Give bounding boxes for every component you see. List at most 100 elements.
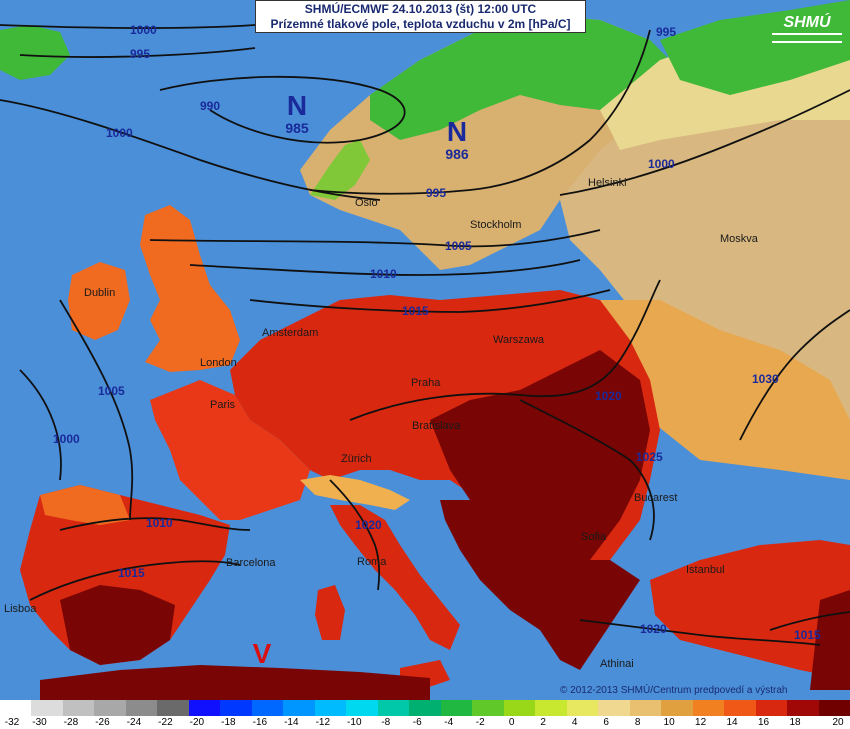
- city-label: Stockholm: [470, 219, 522, 231]
- temperature-legend: -32 -30 -28 -26 -24 -22 -20 -18 -16 -14 -12 -10 -8 -6…: [0, 700, 850, 729]
- isobar-label: 1020: [355, 518, 382, 532]
- logo-text: SHMÚ: [783, 14, 831, 31]
- legend-swatch: [598, 700, 631, 716]
- legend-swatch: [661, 700, 694, 716]
- land-iberia-south: [60, 585, 175, 665]
- legend-swatch: [409, 700, 442, 716]
- city-label: Athinai: [600, 658, 634, 670]
- legend-label: 12: [695, 717, 707, 728]
- legend-swatch: [220, 700, 253, 716]
- isobar-label: 1020: [640, 622, 667, 636]
- city-label: Sofia: [581, 531, 607, 543]
- legend-label: 14: [726, 717, 738, 728]
- land-france: [150, 380, 310, 520]
- land-britain: [140, 205, 240, 372]
- isobar-label: 990: [200, 99, 221, 113]
- pressure-center-value: 986: [445, 146, 469, 162]
- legend-label: 10: [663, 717, 675, 728]
- legend-label: 16: [757, 717, 770, 728]
- legend-swatch: [818, 700, 850, 716]
- isobar-label: 1000: [130, 23, 157, 37]
- isobar-label: 1030: [752, 372, 779, 386]
- legend-label: -24: [126, 717, 142, 728]
- isobar-1010-iberia: [59, 517, 251, 531]
- map-title-box: SHMÚ/ECMWF 24.10.2013 (št) 12:00 UTC Prí…: [255, 0, 586, 33]
- city-label: Helsinki: [588, 177, 627, 189]
- legend-label: -18: [221, 717, 236, 728]
- isobar-label: 1010: [370, 267, 397, 281]
- legend-swatch: [566, 700, 600, 716]
- legend-swatch: [346, 700, 379, 716]
- land-norway-coast: [310, 140, 370, 200]
- legend-swatch: [724, 700, 757, 716]
- land-turkey: [650, 540, 850, 680]
- isobar-995-mid: [309, 29, 651, 195]
- legend-swatch: [377, 700, 411, 716]
- city-label: Barcelona: [226, 557, 276, 569]
- legend-swatch: [94, 700, 127, 716]
- legend-label: -6: [412, 717, 422, 728]
- isobar-1015-east: [769, 611, 850, 631]
- high-pressure-center: V: [242, 640, 282, 668]
- legend-label: -28: [63, 717, 79, 728]
- legend-swatch: [503, 700, 537, 716]
- city-label: Amsterdam: [262, 327, 319, 339]
- isobar-label: 1000: [648, 157, 675, 171]
- isobars: [0, 24, 850, 646]
- isobar-label: 1020: [595, 389, 622, 403]
- city-label: Lisboa: [4, 603, 37, 615]
- isobar-label: 1005: [445, 239, 472, 253]
- legend-swatch: [157, 700, 190, 716]
- legend-label: 18: [789, 717, 801, 728]
- pressure-center-type: V: [252, 638, 272, 669]
- land-turkey-hot: [810, 590, 850, 690]
- pressure-center-value: 985: [285, 120, 309, 136]
- legend-label: -2: [475, 717, 485, 728]
- pressure-center-type: N: [286, 90, 308, 121]
- city-label: Istanbul: [686, 564, 725, 576]
- isobar-1000-far-west: [19, 369, 62, 481]
- city-label: Bratislava: [412, 420, 461, 432]
- isobar-label: 1000: [106, 126, 133, 140]
- legend-swatch: [692, 700, 726, 716]
- isobar-1005: [149, 229, 601, 248]
- city-label: Oslo: [355, 197, 378, 209]
- legend-swatch: [125, 700, 159, 716]
- land-italy: [330, 505, 460, 650]
- legend-label: -22: [158, 717, 173, 728]
- land-russia-green: [660, 0, 850, 95]
- low-pressure-center: N 985: [277, 90, 317, 137]
- low-pressure-center: N 986: [437, 118, 477, 163]
- map-title-line2: Prízemné tlakové pole, teplota vzduchu v…: [270, 17, 571, 31]
- legend-label: -14: [284, 717, 299, 728]
- isobar-995-north: [19, 47, 256, 58]
- isobar-label: 995: [426, 186, 447, 200]
- legend-label: -30: [32, 717, 47, 728]
- isobar-1010: [189, 259, 581, 276]
- map-title-line1: SHMÚ/ECMWF 24.10.2013 (št) 12:00 UTC: [304, 2, 537, 16]
- copyright-text: © 2012-2013 SHMÚ/Centrum predpovedí a vý…: [560, 685, 788, 696]
- legend-label: 20: [832, 717, 844, 728]
- legend-label: 0: [508, 717, 515, 728]
- isobar-label: 1015: [402, 304, 429, 318]
- legend-swatch: [62, 700, 96, 716]
- legend-swatch: [0, 700, 33, 716]
- legend-label: 4: [571, 717, 578, 728]
- legend-swatch: [440, 700, 474, 716]
- legend-label: 8: [634, 717, 641, 728]
- land-north-africa: [40, 665, 430, 700]
- land-balkans: [440, 500, 640, 670]
- land-sardinia: [315, 585, 345, 640]
- shmu-logo: SHMÚ: [772, 14, 842, 43]
- city-label: London: [200, 357, 237, 369]
- legend-swatch: [755, 700, 789, 716]
- isobar-label: 1025: [636, 450, 663, 464]
- city-label: Moskva: [720, 233, 758, 245]
- isobar-1000-north: [0, 24, 256, 29]
- land-ireland: [68, 262, 130, 340]
- isobar-1000-east: [559, 89, 850, 196]
- legend-label: -8: [381, 717, 391, 728]
- city-label: Zürich: [341, 453, 372, 465]
- land-iceland: [0, 25, 70, 80]
